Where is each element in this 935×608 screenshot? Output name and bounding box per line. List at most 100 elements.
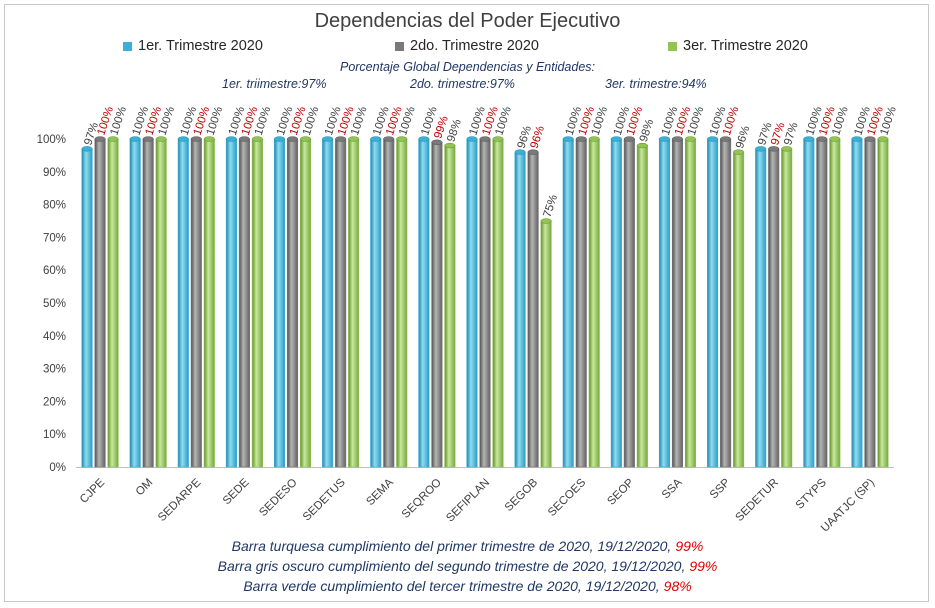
bar bbox=[418, 138, 430, 468]
bar-top bbox=[287, 136, 299, 142]
bar bbox=[623, 138, 635, 468]
bar-top bbox=[623, 136, 635, 142]
x-tick-label: STYPS bbox=[794, 476, 829, 511]
bar bbox=[335, 138, 347, 468]
x-tick-label: SEMA bbox=[364, 476, 396, 508]
bar-top bbox=[803, 136, 815, 142]
bar-top bbox=[396, 136, 408, 142]
bar-top bbox=[707, 136, 719, 142]
bar-top bbox=[274, 136, 286, 142]
bar bbox=[155, 138, 167, 468]
bar bbox=[610, 138, 622, 468]
bar bbox=[684, 138, 697, 468]
bar-top bbox=[94, 136, 106, 142]
bar bbox=[444, 145, 456, 468]
bar-top bbox=[610, 136, 622, 142]
bar-top bbox=[527, 149, 539, 155]
x-tick-label: SSA bbox=[660, 476, 685, 501]
bar bbox=[238, 138, 250, 468]
footnote-3: Barra verde cumplimiento del tercer trim… bbox=[0, 578, 935, 594]
bar bbox=[492, 138, 504, 468]
bar bbox=[877, 138, 889, 468]
bar bbox=[81, 148, 93, 468]
legend: 1er. Trimestre 2020 2do. Trimestre 2020 … bbox=[0, 38, 935, 58]
bar bbox=[383, 138, 395, 468]
bar-top bbox=[768, 146, 780, 152]
global-q3: 3er. trimestre:94% bbox=[605, 77, 707, 91]
y-tick-label: 50% bbox=[43, 298, 66, 310]
x-tick-label: SEDARPE bbox=[156, 476, 204, 524]
bar bbox=[94, 138, 106, 468]
bar-top bbox=[203, 136, 215, 142]
bar-top bbox=[479, 136, 491, 142]
bar-top bbox=[431, 139, 443, 145]
bar-top bbox=[851, 136, 863, 142]
bar bbox=[322, 138, 334, 468]
legend-item-q3: 3er. Trimestre 2020 bbox=[668, 38, 808, 54]
y-tick-label: 70% bbox=[43, 232, 66, 244]
bar bbox=[142, 138, 154, 468]
bar-top bbox=[720, 136, 732, 142]
footnote-1-pct: 99% bbox=[675, 538, 704, 554]
bar bbox=[733, 151, 745, 468]
bar bbox=[527, 151, 539, 468]
footnote-2-text: Barra gris oscuro cumplimiento del segun… bbox=[217, 558, 686, 574]
bar-top bbox=[155, 136, 167, 142]
y-tick-label: 40% bbox=[43, 331, 66, 343]
x-tick-label: OM bbox=[134, 477, 156, 499]
bar-top bbox=[781, 146, 793, 152]
bar bbox=[273, 138, 286, 468]
bar bbox=[864, 138, 876, 468]
bar-top bbox=[142, 136, 154, 142]
bar bbox=[829, 138, 841, 468]
x-tick-label: SSP bbox=[708, 476, 733, 501]
bar-top bbox=[177, 136, 189, 142]
bar bbox=[658, 138, 671, 468]
bar-top bbox=[864, 136, 876, 142]
bar-top bbox=[466, 136, 478, 142]
footnote-1-text: Barra turquesa cumplimiento del primer t… bbox=[231, 538, 672, 554]
bar bbox=[755, 148, 767, 468]
bar bbox=[370, 138, 382, 468]
bar bbox=[514, 151, 526, 468]
legend-swatch-q1 bbox=[123, 41, 132, 51]
data-label: 75% bbox=[542, 193, 561, 219]
legend-label-q1: 1er. Trimestre 2020 bbox=[138, 38, 263, 54]
x-tick-label: CJPE bbox=[78, 476, 108, 506]
legend-swatch-q3 bbox=[668, 41, 677, 51]
bar-top bbox=[575, 136, 587, 142]
bar-top bbox=[370, 136, 382, 142]
y-tick-label: 30% bbox=[43, 364, 66, 376]
bar bbox=[466, 138, 478, 468]
footnote-2-pct: 99% bbox=[689, 558, 718, 574]
y-tick-label: 100% bbox=[37, 134, 66, 146]
bar-top bbox=[733, 149, 745, 155]
legend-swatch-q2 bbox=[395, 41, 404, 51]
bar bbox=[129, 138, 141, 468]
x-tick-label: SEFIPLAN bbox=[444, 477, 492, 525]
chart-title: Dependencias del Poder Ejecutivo bbox=[314, 10, 621, 32]
footnote-1: Barra turquesa cumplimiento del primer t… bbox=[0, 538, 935, 554]
global-q2: 2do. trimestre:97% bbox=[410, 77, 515, 91]
bar bbox=[540, 220, 552, 468]
bar bbox=[588, 138, 600, 468]
bar-top bbox=[107, 136, 119, 142]
y-tick-label: 80% bbox=[43, 200, 66, 212]
bar-top bbox=[671, 136, 683, 142]
x-tick-label: SECOES bbox=[546, 476, 589, 519]
chart-subtitle: Porcentaje Global Dependencias y Entidad… bbox=[339, 60, 596, 74]
bar bbox=[562, 138, 574, 468]
bar bbox=[177, 138, 189, 468]
bar-top bbox=[251, 136, 263, 142]
bar-top bbox=[877, 136, 889, 142]
bar bbox=[479, 138, 491, 468]
y-tick-label: 60% bbox=[43, 265, 66, 277]
bar bbox=[225, 138, 237, 468]
bar-top bbox=[238, 136, 250, 142]
bar bbox=[768, 148, 780, 468]
footnote-3-text: Barra verde cumplimiento del tercer trim… bbox=[243, 578, 660, 594]
bar-top bbox=[755, 146, 767, 152]
bar bbox=[251, 138, 263, 468]
x-tick-label: SEOP bbox=[605, 476, 636, 507]
